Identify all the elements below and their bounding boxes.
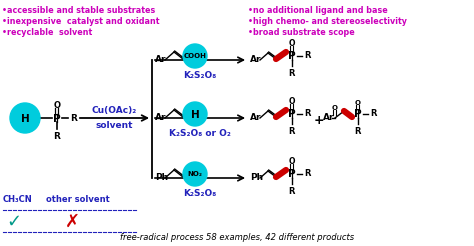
Text: Ar: Ar	[250, 56, 262, 64]
Text: P: P	[288, 51, 296, 61]
Text: Cu(OAc)₂: Cu(OAc)₂	[92, 107, 137, 116]
Text: Ph: Ph	[250, 173, 263, 183]
Text: COOH: COOH	[183, 53, 207, 60]
Text: R: R	[355, 127, 361, 136]
Text: solvent: solvent	[96, 122, 133, 130]
Text: R: R	[370, 109, 376, 119]
Text: ✓: ✓	[7, 213, 21, 231]
Text: R: R	[289, 187, 295, 196]
Text: Ph: Ph	[155, 173, 168, 183]
Text: O: O	[54, 101, 61, 109]
Text: Ar: Ar	[250, 113, 262, 123]
Text: O: O	[289, 39, 295, 47]
Text: H: H	[191, 109, 200, 120]
Text: Ar: Ar	[323, 113, 335, 123]
Text: H: H	[21, 114, 29, 124]
Text: K₂S₂O₈ or O₂: K₂S₂O₈ or O₂	[169, 129, 231, 138]
Text: Ar: Ar	[155, 56, 166, 64]
Text: R: R	[54, 132, 61, 141]
Text: O: O	[289, 96, 295, 106]
Text: R: R	[304, 109, 310, 119]
Text: •no additional ligand and base: •no additional ligand and base	[248, 6, 388, 15]
Text: •inexpensive  catalyst and oxidant: •inexpensive catalyst and oxidant	[2, 17, 159, 26]
Text: R: R	[289, 69, 295, 78]
Text: •recyclable  solvent: •recyclable solvent	[2, 28, 92, 37]
Text: ✗: ✗	[64, 213, 80, 231]
Text: free-radical process 58 examples, 42 different products: free-radical process 58 examples, 42 dif…	[120, 233, 354, 242]
Text: Ar: Ar	[155, 113, 166, 123]
Text: O: O	[332, 105, 338, 111]
Text: other solvent: other solvent	[46, 196, 110, 204]
Text: NO₂: NO₂	[188, 171, 202, 178]
Text: K₂S₂O₈: K₂S₂O₈	[183, 189, 217, 198]
Text: +: +	[314, 113, 325, 126]
Text: P: P	[288, 109, 296, 119]
Text: •accessible and stable substrates: •accessible and stable substrates	[2, 6, 155, 15]
Text: P: P	[288, 169, 296, 179]
Text: R: R	[304, 51, 310, 61]
Text: •broad substrate scope: •broad substrate scope	[248, 28, 355, 37]
Text: R: R	[304, 169, 310, 179]
Text: P: P	[354, 109, 362, 119]
Text: O: O	[355, 100, 361, 106]
Text: R: R	[289, 127, 295, 136]
Text: CH₃CN: CH₃CN	[3, 196, 33, 204]
Text: P: P	[53, 113, 61, 123]
Text: •high chemo- and stereoselectivity: •high chemo- and stereoselectivity	[248, 17, 407, 26]
Text: K₂S₂O₈: K₂S₂O₈	[183, 71, 217, 80]
Circle shape	[183, 102, 207, 126]
Text: O: O	[289, 156, 295, 166]
Text: R: R	[70, 114, 77, 123]
Circle shape	[10, 103, 40, 133]
Circle shape	[183, 44, 207, 68]
Circle shape	[183, 162, 207, 186]
